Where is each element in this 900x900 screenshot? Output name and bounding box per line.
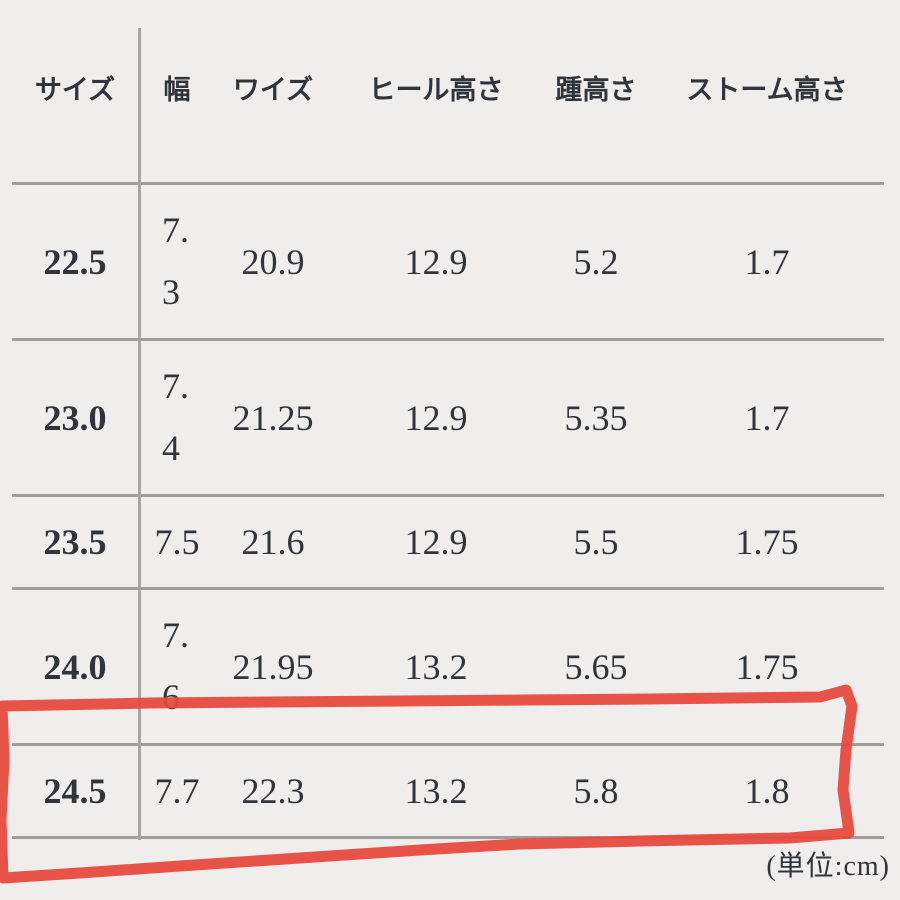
cell-width: 7.3: [162, 200, 192, 324]
cell-value: 22.5: [43, 241, 107, 282]
cell-wise: 21.6: [242, 521, 305, 563]
table-body: 22.5 7.3 20.9 12.9 5.2 1.7 23.0 7.4 21.25 12.9 5.3…: [12, 185, 884, 839]
cell-value: 5.5: [573, 522, 619, 562]
cell-wise: 20.9: [242, 241, 305, 283]
cell-storm-height: 1.75: [736, 521, 799, 563]
cell-value: 13.2: [404, 646, 468, 687]
cell-value: 20.9: [241, 241, 305, 282]
cell-value: 7.4: [162, 365, 189, 468]
cell-value: 23.5: [43, 522, 107, 562]
cell-value: 5.65: [564, 646, 628, 687]
cell-value: 7.3: [162, 209, 189, 312]
cell-wise: 22.3: [242, 770, 305, 812]
cell-value: 12.9: [404, 241, 468, 282]
cell-value: 1.8: [744, 771, 790, 811]
cell-back-heel-height: 5.65: [565, 646, 628, 688]
cell-value: 7.7: [154, 771, 200, 811]
cell-storm-height: 1.7: [745, 397, 790, 439]
cell-value: 1.7: [744, 397, 790, 438]
header-size: サイズ: [35, 61, 115, 120]
cell-back-heel-height: 5.8: [574, 770, 619, 812]
table-row: 23.5 7.5 21.6 12.9 5.5 1.75: [12, 497, 884, 590]
cell-value: 21.95: [232, 646, 314, 687]
unit-label: (単位:cm): [766, 851, 890, 882]
cell-wise: 21.25: [233, 397, 314, 439]
cell-value: 21.25: [232, 397, 314, 438]
cell-storm-height: 1.7: [745, 241, 790, 283]
cell-storm-height: 1.8: [745, 770, 790, 812]
cell-width: 7.4: [162, 356, 192, 480]
cell-value: 1.75: [735, 522, 799, 562]
header-wise: ワイズ: [233, 61, 313, 120]
cell-value: 5.2: [573, 241, 619, 282]
cell-heel-height: 13.2: [405, 770, 468, 812]
cell-value: 1.7: [744, 241, 790, 282]
table-row: 24.0 7.6 21.95 13.2 5.65 1.75: [12, 590, 884, 746]
cell-value: 12.9: [404, 397, 468, 438]
header-back-heel-height-label: 踵高さ: [555, 75, 637, 106]
cell-value: 5.35: [564, 397, 628, 438]
column-divider-line: [138, 28, 141, 840]
cell-size: 24.5: [44, 770, 107, 812]
header-width: 幅: [164, 61, 191, 120]
header-heel-height-label: ヒール高さ: [368, 75, 504, 106]
cell-value: 13.2: [404, 771, 468, 811]
cell-storm-height: 1.75: [736, 646, 799, 688]
cell-back-heel-height: 5.2: [574, 241, 619, 283]
cell-value: 22.3: [241, 771, 305, 811]
header-heel-height: ヒール高さ: [369, 61, 504, 120]
cell-value: 12.9: [404, 522, 468, 562]
header-storm-height-label: ストーム高さ: [686, 75, 848, 106]
header-width-label: 幅: [163, 75, 191, 106]
table-row: 23.0 7.4 21.25 12.9 5.35 1.7: [12, 341, 884, 497]
cell-size: 24.0: [44, 646, 107, 688]
cell-back-heel-height: 5.5: [574, 521, 619, 563]
cell-value: 7.6: [162, 614, 189, 717]
cell-value: 5.8: [573, 771, 619, 811]
header-back-heel-height: 踵高さ: [556, 61, 637, 120]
cell-size: 23.5: [44, 521, 107, 563]
header-size-label: サイズ: [34, 75, 116, 106]
cell-back-heel-height: 5.35: [565, 397, 628, 439]
table-row: 24.5 7.7 22.3 13.2 5.8 1.8: [12, 746, 884, 839]
cell-value: 7.5: [154, 522, 200, 562]
cell-value: 23.0: [43, 397, 107, 438]
table-row: 22.5 7.3 20.9 12.9 5.2 1.7: [12, 185, 884, 341]
header-storm-height: ストーム高さ: [686, 61, 847, 120]
size-chart-table: サイズ 幅 ワイズ ヒール高さ 踵高さ ストーム高さ 22.5 7.3 20.9 12…: [12, 0, 884, 840]
cell-width: 7.6: [162, 605, 192, 729]
cell-value: 24.5: [43, 771, 107, 811]
cell-heel-height: 12.9: [405, 521, 468, 563]
cell-heel-height: 12.9: [405, 397, 468, 439]
cell-value: 21.6: [241, 522, 305, 562]
cell-width: 7.7: [155, 770, 200, 812]
cell-width: 7.5: [155, 521, 200, 563]
cell-value: 1.75: [735, 646, 799, 687]
cell-size: 23.0: [44, 397, 107, 439]
cell-size: 22.5: [44, 241, 107, 283]
cell-heel-height: 13.2: [405, 646, 468, 688]
cell-value: 24.0: [43, 646, 107, 687]
cell-heel-height: 12.9: [405, 241, 468, 283]
cell-wise: 21.95: [233, 646, 314, 688]
table-header-row: サイズ 幅 ワイズ ヒール高さ 踵高さ ストーム高さ: [12, 0, 884, 185]
header-wise-label: ワイズ: [232, 75, 314, 106]
